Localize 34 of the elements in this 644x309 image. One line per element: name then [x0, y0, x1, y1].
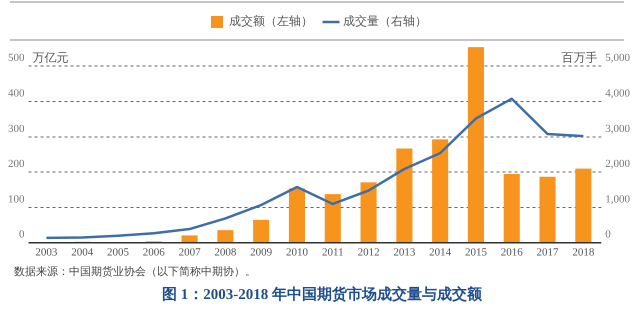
y-tick-label: 400 — [8, 87, 25, 100]
x-tick-label: 2005 — [106, 246, 130, 258]
x-tick-label: 2004 — [71, 246, 94, 258]
x-tick-label: 2016 — [500, 246, 524, 258]
y-tick-label: 0 — [19, 228, 25, 241]
legend-label: 成交量（右轴） — [343, 14, 427, 28]
y-tick-label: 200 — [8, 158, 25, 170]
y2-tick-label: 5,000 — [605, 52, 630, 64]
x-tick-label: 2015 — [464, 246, 488, 258]
y-tick-label: 300 — [8, 122, 25, 135]
y2-tick-label: 2,000 — [605, 158, 630, 170]
y-tick-label: 100 — [8, 193, 25, 206]
y-tick-label: 500 — [8, 52, 25, 64]
x-tick-label: 2014 — [429, 246, 452, 258]
x-tick-label: 2009 — [250, 246, 273, 258]
y2-axis-title: 百万手 — [561, 50, 598, 64]
x-tick-label: 2003 — [35, 246, 58, 258]
y2-tick-label: 4,000 — [605, 87, 630, 100]
x-tick-label: 2007 — [178, 246, 202, 258]
x-tick-label: 2008 — [214, 246, 237, 258]
y2-tick-label: 0 — [605, 228, 612, 241]
x-tick-label: 2006 — [142, 246, 166, 258]
y2-tick-label: 1,000 — [605, 193, 630, 206]
y-axis-title: 万亿元 — [32, 50, 68, 64]
source-note: 数据来源：中国期货业协会（以下简称中期协）。 — [14, 265, 257, 279]
legend-label: 成交额（左轴） — [229, 14, 313, 28]
y2-tick-label: 3,000 — [605, 122, 630, 135]
x-tick-label: 2018 — [572, 246, 595, 258]
x-tick-label: 2013 — [393, 246, 416, 258]
x-tick-label: 2011 — [322, 246, 344, 258]
x-tick-label: 2017 — [536, 246, 560, 258]
text: 图 1：2003-2018 年中国期货市场成交量与成交额 — [161, 285, 483, 304]
x-tick-label: 2010 — [286, 246, 308, 258]
x-tick-label: 2012 — [358, 246, 380, 258]
